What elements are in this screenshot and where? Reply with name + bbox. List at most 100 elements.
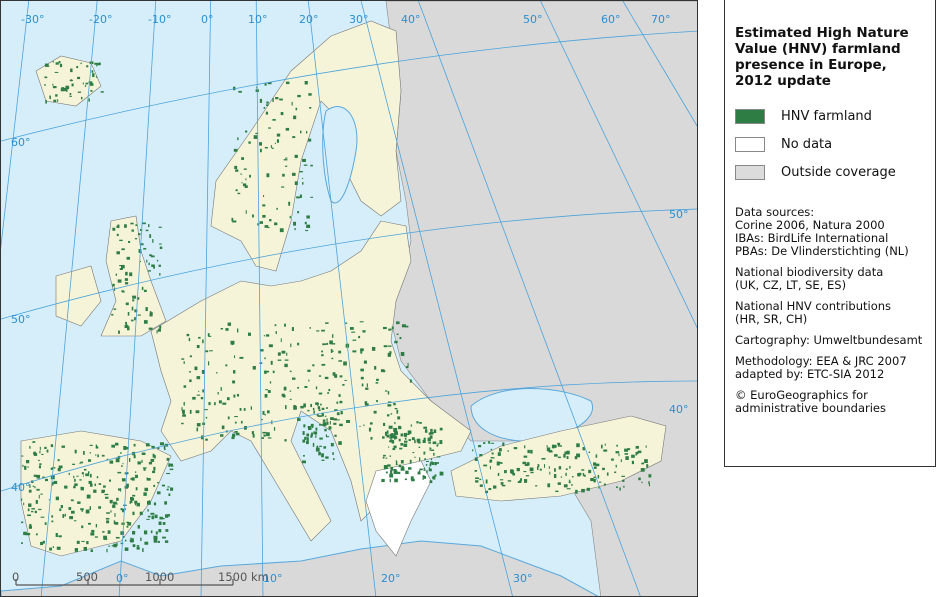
hnv-patch — [403, 443, 408, 447]
hnv-patch — [64, 485, 68, 489]
hnv-patch — [235, 189, 238, 192]
hnv-patch — [161, 517, 164, 520]
hnv-patch — [23, 531, 27, 536]
hnv-patch — [324, 428, 327, 432]
hnv-patch — [422, 475, 425, 478]
hnv-patch — [269, 381, 272, 384]
hnv-patch — [232, 220, 237, 223]
hnv-patch — [168, 493, 171, 497]
hnv-patch — [189, 409, 192, 414]
hnv-patch — [159, 516, 163, 520]
hnv-patch — [399, 336, 402, 340]
hnv-patch — [303, 454, 305, 457]
hnv-patch — [132, 511, 135, 516]
hnv-patch — [385, 457, 388, 459]
hnv-patch — [21, 542, 23, 544]
hnv-patch — [400, 433, 404, 437]
hnv-patch — [499, 479, 504, 481]
hnv-patch — [298, 171, 303, 173]
hnv-patch — [588, 451, 591, 453]
hnv-patch — [390, 439, 393, 443]
hnv-patch — [299, 194, 302, 198]
hnv-patch — [158, 521, 162, 526]
hnv-patch — [433, 429, 437, 434]
hnv-patch — [26, 532, 31, 536]
hnv-patch — [381, 478, 385, 483]
hnv-patch — [44, 522, 47, 525]
source-line: PBAs: De Vlinderstichting (NL) — [735, 244, 909, 258]
hnv-patch — [51, 520, 54, 523]
hnv-patch — [86, 494, 91, 499]
hnv-patch — [231, 436, 235, 440]
hnv-patch — [77, 501, 81, 504]
hnv-patch — [404, 437, 407, 440]
hnv-patch — [268, 344, 273, 348]
hnv-patch — [259, 362, 263, 364]
hnv-patch — [202, 339, 204, 344]
hnv-patch — [565, 472, 567, 476]
hnv-patch — [432, 441, 437, 445]
hnv-patch — [334, 374, 338, 378]
hnv-patch — [236, 328, 239, 333]
land-ireland — [55, 265, 102, 327]
hnv-patch — [129, 539, 131, 542]
hnv-patch — [89, 444, 93, 446]
hnv-patch — [568, 481, 571, 484]
hnv-patch — [414, 456, 416, 459]
hnv-patch — [583, 474, 586, 477]
hnv-patch — [334, 434, 337, 437]
hnv-patch — [73, 485, 76, 489]
hnv-patch — [272, 119, 276, 121]
map-panel[interactable]: -30° -20° -10° 0° 10° 20° 30° 40° 50° 60° 70° 60° 50… — [0, 0, 698, 597]
hnv-patch — [225, 364, 228, 367]
hnv-patch — [308, 138, 312, 142]
hnv-patch — [352, 350, 357, 353]
hnv-patch — [27, 514, 32, 517]
hnv-patch — [44, 63, 49, 67]
hnv-patch — [125, 321, 127, 325]
hnv-patch — [111, 313, 114, 316]
hnv-patch — [284, 439, 287, 442]
hnv-patch — [382, 436, 385, 439]
hnv-patch — [262, 214, 266, 218]
hnv-patch — [333, 458, 335, 461]
hnv-patch — [405, 366, 409, 369]
hnv-patch — [395, 464, 398, 466]
hnv-patch — [389, 440, 391, 443]
hnv-patch — [621, 475, 625, 477]
hnv-patch — [429, 480, 433, 484]
hnv-patch — [478, 444, 482, 448]
hnv-patch — [150, 530, 153, 534]
hnv-patch — [166, 488, 169, 491]
hnv-patch — [397, 471, 401, 475]
hnv-patch — [264, 225, 269, 228]
hnv-patch — [55, 94, 58, 97]
hnv-patch — [366, 383, 368, 387]
hnv-patch — [39, 463, 42, 465]
hnv-patch — [106, 548, 108, 553]
hnv-patch — [313, 431, 318, 435]
hnv-patch — [21, 498, 23, 501]
hnv-patch — [259, 221, 263, 224]
hnv-patch — [329, 420, 331, 425]
hnv-patch — [490, 448, 493, 451]
hnv-patch — [403, 432, 408, 437]
hnv-patch — [423, 475, 427, 479]
hnv-patch — [159, 273, 161, 276]
hnv-patch — [631, 460, 634, 465]
hnv-patch — [77, 76, 81, 80]
hnv-patch — [289, 370, 292, 373]
hnv-patch — [352, 339, 357, 341]
hnv-patch — [58, 465, 62, 469]
hnv-patch — [57, 99, 59, 102]
hnv-patch — [282, 173, 285, 177]
hnv-patch — [49, 547, 52, 551]
hnv-patch — [188, 337, 191, 342]
hnv-patch — [291, 327, 294, 332]
hnv-patch — [512, 472, 516, 476]
hnv-patch — [76, 540, 80, 544]
hnv-patch — [139, 511, 143, 516]
hnv-patch — [265, 334, 270, 337]
hnv-patch — [42, 540, 45, 544]
hnv-patch — [376, 400, 378, 403]
